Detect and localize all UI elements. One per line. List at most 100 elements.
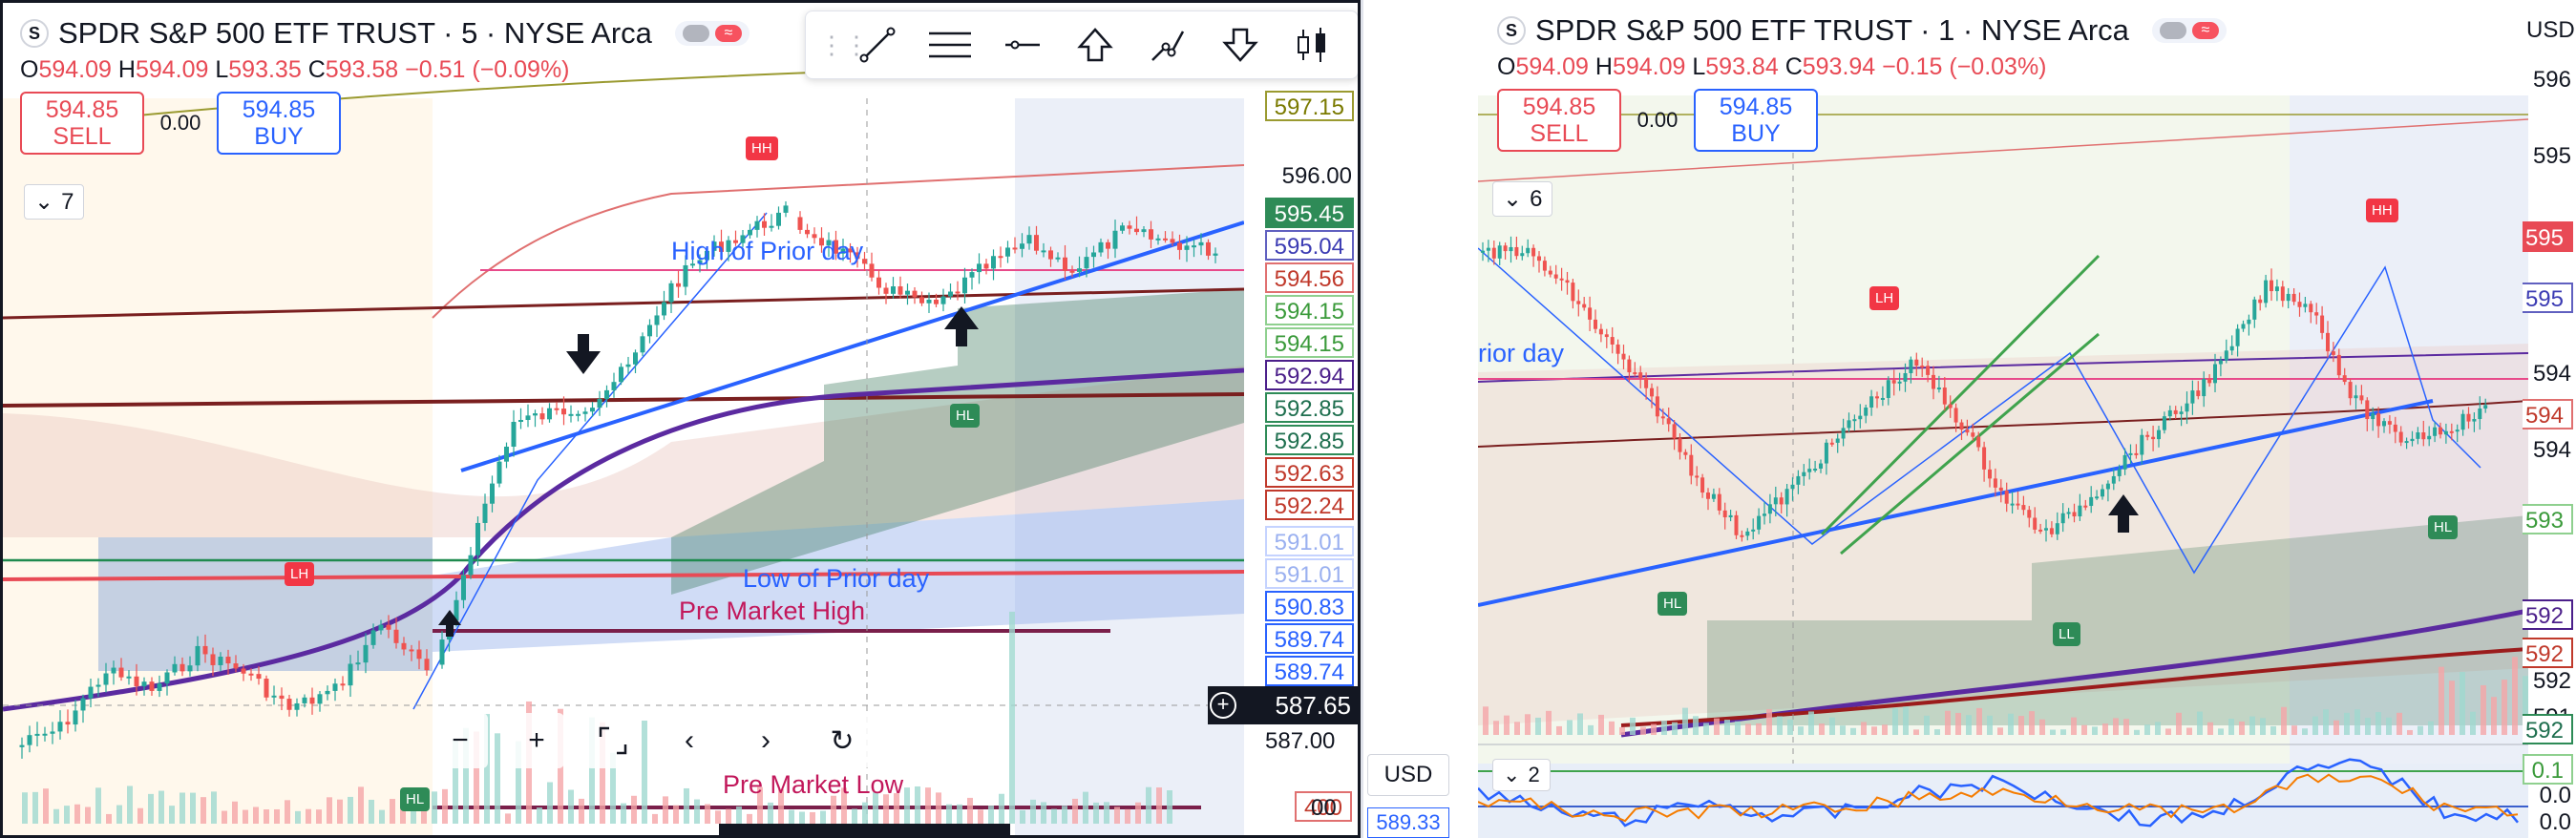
- price-plot-left[interactable]: [3, 3, 1244, 838]
- volume-bar: [379, 809, 385, 824]
- indicators-toggle[interactable]: ⌄ 7: [24, 184, 85, 220]
- candle-body: [1971, 432, 1975, 437]
- candle-body: [348, 663, 353, 686]
- scroll-left-button[interactable]: ‹: [662, 713, 717, 768]
- parallel-channel-icon[interactable]: [922, 17, 978, 73]
- candle-body: [149, 681, 155, 691]
- volume-bar: [106, 813, 112, 824]
- volume-bar: [2428, 721, 2434, 735]
- drag-handle-icon[interactable]: ⋮⋮: [819, 30, 869, 59]
- arrow-up-icon[interactable]: [1067, 17, 1123, 73]
- volume-bar: [652, 813, 658, 824]
- candle-body: [1993, 478, 1997, 488]
- symbol-title[interactable]: SPDR S&P 500 ETF TRUST · 5 · NYSE Arca: [58, 16, 652, 50]
- price-axis-label: 596: [2532, 67, 2571, 93]
- time-scrollbar-thumb[interactable]: [719, 824, 1010, 835]
- candle-body: [940, 296, 946, 304]
- candle-body: [2331, 351, 2335, 355]
- candle-body: [1127, 225, 1132, 229]
- scroll-right-button[interactable]: ›: [738, 713, 793, 768]
- candle-body: [2167, 409, 2172, 417]
- candle-body: [2433, 427, 2438, 436]
- candle-body: [1700, 477, 1705, 493]
- candle-body: [1655, 396, 1659, 417]
- price-axis-left[interactable]: 597.15 596.00 595.45 595.04 594.56 594.15 594.…: [1240, 3, 1358, 835]
- reset-view-icon[interactable]: [585, 713, 641, 768]
- volume-bar: [2523, 676, 2528, 735]
- buy-button[interactable]: 594.85 BUY: [1694, 89, 1818, 152]
- chart-pane-right[interactable]: S SPDR S&P 500 ETF TRUST · 1 · NYSE Arca…: [1361, 0, 2576, 838]
- candle-body: [1509, 246, 1513, 252]
- candle-body: [1012, 247, 1018, 250]
- candle-body: [1198, 241, 1204, 246]
- price-axis-label: 590.83: [1264, 591, 1354, 621]
- candle-body: [1847, 420, 1851, 429]
- price-axis-label: 592: [2523, 714, 2573, 744]
- price-axis-label: 594: [2532, 361, 2571, 387]
- candle-body: [2004, 491, 2009, 504]
- price-axis-label: 595.04: [1264, 230, 1354, 261]
- arrow-down-icon[interactable]: [1213, 17, 1268, 73]
- path-icon[interactable]: [1140, 17, 1195, 73]
- status-pill[interactable]: ≈: [674, 21, 750, 46]
- volume-bar: [2060, 729, 2066, 735]
- candle-body: [1213, 253, 1218, 256]
- candle-body: [475, 522, 480, 555]
- volume-bar: [453, 739, 458, 824]
- volume-bar: [1514, 722, 1520, 735]
- sell-button[interactable]: 594.85 SELL: [20, 92, 144, 155]
- candle-body: [1497, 245, 1502, 259]
- candle-body: [518, 419, 523, 423]
- candle-body: [424, 659, 430, 671]
- sell-button[interactable]: 594.85 SELL: [1497, 89, 1621, 152]
- volume-bar: [2239, 721, 2245, 735]
- volume-bar: [610, 752, 616, 824]
- candle-body: [126, 676, 132, 679]
- candle-body: [2083, 505, 2088, 508]
- candle-body: [256, 674, 262, 680]
- candle-body: [905, 290, 910, 295]
- volume-bar: [1041, 802, 1046, 824]
- volume-bar: [1598, 714, 1604, 735]
- horizontal-line-icon[interactable]: [995, 17, 1050, 73]
- volume-bar: [2155, 722, 2161, 735]
- price-axis-label: 595: [2523, 283, 2573, 313]
- candle-body: [1005, 247, 1010, 257]
- cloud-band: [671, 289, 1244, 595]
- chart-pane-left[interactable]: S SPDR S&P 500 ETF TRUST · 5 · NYSE Arca…: [0, 0, 1361, 838]
- candle-body: [1163, 238, 1168, 241]
- candles-icon[interactable]: [1285, 17, 1341, 73]
- candle-body: [1779, 497, 1784, 505]
- buy-button[interactable]: 594.85 BUY: [217, 92, 341, 155]
- volume-bar: [316, 809, 322, 824]
- price-axis-label: 592.85: [1264, 392, 1354, 423]
- trend-line-icon[interactable]: [850, 17, 905, 73]
- volume-bar: [2302, 728, 2308, 735]
- status-pill[interactable]: ≈: [2151, 18, 2227, 43]
- volume-bar: [2186, 727, 2192, 735]
- market-closed-icon: [2159, 22, 2186, 39]
- candle-body: [2101, 489, 2104, 497]
- price-plot-right[interactable]: [1478, 0, 2528, 838]
- candle-body: [42, 733, 48, 736]
- candle-body: [1932, 374, 1935, 389]
- zoom-out-button[interactable]: −: [433, 713, 488, 768]
- candle-body: [1091, 252, 1096, 258]
- refresh-icon[interactable]: ↻: [814, 713, 870, 768]
- candle-body: [2179, 411, 2184, 414]
- zoom-in-button[interactable]: +: [509, 713, 564, 768]
- volume-bar: [95, 787, 101, 824]
- add-alert-plus-icon[interactable]: +: [1210, 692, 1236, 719]
- volume-bar: [1682, 707, 1688, 735]
- indicators-toggle[interactable]: ⌄ 6: [1492, 181, 1553, 217]
- chevron-down-icon: ⌄: [34, 189, 54, 215]
- price-axis-right[interactable]: 5965955955955945945945935925925925915920…: [2523, 0, 2576, 838]
- currency-selector[interactable]: USD: [1367, 754, 1449, 796]
- candle-body: [2439, 427, 2442, 435]
- symbol-title[interactable]: SPDR S&P 500 ETF TRUST · 1 · NYSE Arca: [1535, 13, 2129, 47]
- volume-bar: [1546, 710, 1552, 735]
- price-axis-label: 589.74: [1264, 623, 1354, 654]
- sub-pane-toggle[interactable]: ⌄ 2: [1492, 759, 1551, 791]
- volume-bar: [1787, 719, 1793, 735]
- buy-arrow-icon: [944, 306, 979, 346]
